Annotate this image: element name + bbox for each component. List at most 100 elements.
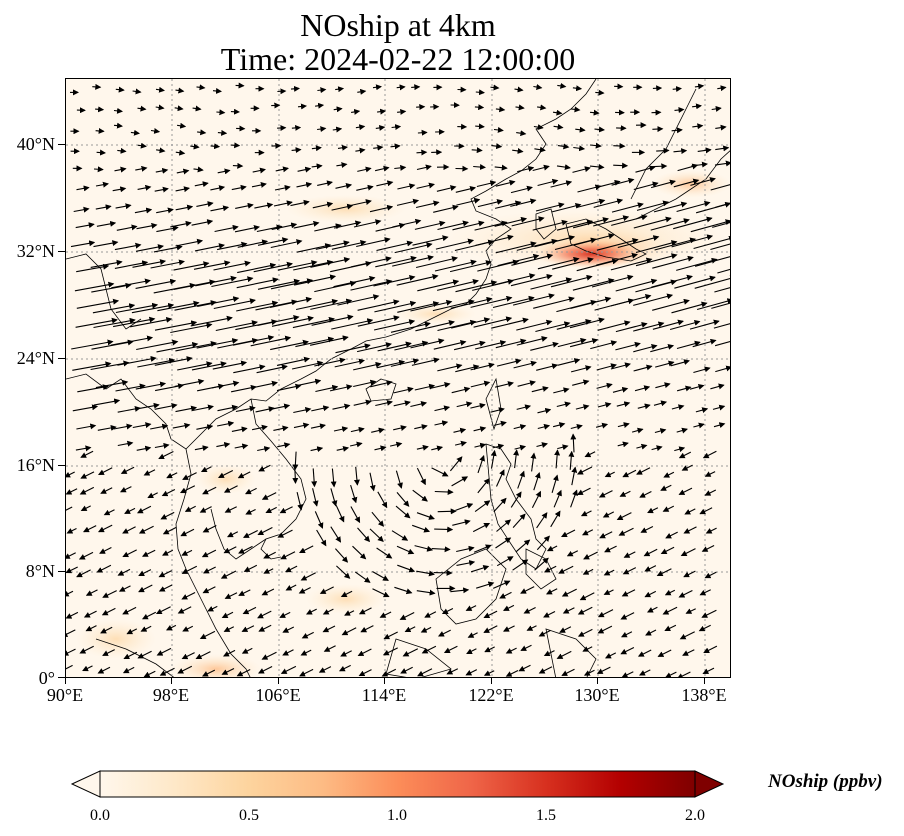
wind-vector: [91, 282, 132, 293]
wind-vector: [466, 648, 477, 654]
wind-vector: [701, 609, 717, 618]
wind-vector: [689, 319, 720, 330]
wind-vector: [181, 549, 193, 556]
wind-vector: [550, 510, 561, 528]
wind-vector: [257, 237, 289, 246]
lat-tick-label: 40°N: [16, 134, 55, 154]
wind-vector: [434, 420, 449, 427]
wind-vector: [350, 484, 358, 504]
wind-vector: [520, 644, 532, 651]
wind-vector: [543, 611, 556, 618]
wind-vector: [330, 488, 338, 507]
wind-vector: [194, 181, 209, 188]
wind-vector: [516, 130, 527, 137]
wind-vector: [269, 296, 313, 308]
wind-vector: [217, 168, 231, 175]
wind-vector: [635, 240, 678, 254]
wind-vector: [71, 339, 114, 350]
wind-vector: [392, 254, 434, 267]
wind-vector: [241, 625, 255, 632]
wind-vector: [453, 340, 486, 351]
wind-vector: [483, 625, 498, 633]
wind-vector: [66, 648, 76, 656]
wind-vector: [516, 238, 558, 251]
wind-vector: [353, 466, 360, 486]
wind-vector: [473, 426, 487, 433]
wind-vector: [330, 526, 342, 543]
wind-vector: [112, 186, 127, 193]
wind-vector: [270, 239, 303, 249]
wind-vector: [516, 335, 548, 346]
wind-vector: [372, 588, 390, 598]
wind-vector: [234, 443, 249, 450]
wind-vector: [450, 587, 470, 594]
wind-vector: [79, 645, 94, 654]
wind-vector: [166, 624, 177, 631]
wind-vector: [453, 427, 467, 434]
wind-vector: [90, 259, 123, 268]
wind-vector: [195, 275, 237, 287]
wind-vector: [316, 529, 327, 547]
gridlines: [66, 79, 730, 677]
wind-vector: [156, 647, 172, 656]
wind-vector: [213, 298, 256, 310]
wind-vector: [122, 526, 136, 534]
wind-vector: [535, 202, 565, 212]
wind-vector: [314, 511, 324, 529]
wind-vector: [693, 366, 711, 374]
wind-vector: [154, 320, 198, 331]
wind-vector: [237, 239, 269, 248]
wind-vector: [153, 244, 183, 253]
wind-vector: [93, 166, 104, 173]
wind-vector: [371, 511, 385, 527]
wind-vector: [170, 322, 213, 334]
wind-vector: [543, 650, 555, 656]
wind-vector: [689, 383, 705, 390]
wind-vector: [242, 606, 257, 615]
wind-vector: [113, 122, 123, 129]
wind-vector: [536, 512, 548, 529]
wind-vector: [393, 425, 407, 431]
wind-vector: [483, 610, 498, 618]
wind-vector: [610, 293, 652, 307]
wind-vector: [435, 238, 475, 250]
wind-vector: [456, 401, 473, 408]
wind-vector: [417, 129, 428, 136]
wind-vector: [381, 668, 397, 677]
wind-vector: [238, 545, 253, 554]
wind-vector: [494, 164, 508, 171]
wind-vector: [693, 235, 730, 250]
lat-tick-mark: [58, 677, 65, 678]
wind-vector: [640, 526, 654, 533]
wind-vector: [653, 201, 688, 213]
wind-vector: [713, 422, 726, 429]
wind-vector: [651, 445, 663, 452]
wind-vector: [143, 469, 156, 476]
wind-vector: [212, 87, 222, 94]
wind-vector: [636, 443, 648, 450]
wind-vector: [311, 314, 354, 326]
wind-vector: [676, 340, 701, 350]
wind-vector: [261, 651, 277, 660]
wind-vector: [358, 669, 372, 677]
wind-vector: [593, 215, 630, 227]
wind-vector: [93, 317, 136, 329]
wind-vector: [611, 202, 644, 213]
wind-vector: [181, 565, 198, 574]
wind-vector: [257, 527, 273, 536]
lon-tick-mark: [278, 678, 279, 684]
wind-vector: [558, 565, 574, 574]
wind-vector: [78, 551, 94, 560]
wind-vector: [235, 405, 256, 413]
wind-vector: [670, 359, 690, 367]
wind-vector: [224, 592, 238, 599]
wind-vector: [472, 522, 491, 533]
wind-vector: [532, 219, 568, 231]
wind-vector: [233, 364, 266, 374]
wind-vector: [517, 380, 536, 387]
wind-vector: [175, 405, 198, 413]
wind-vector: [336, 162, 348, 169]
wind-vector: [702, 450, 717, 459]
wind-vector: [561, 668, 575, 676]
map-title: NOship at 4km: [300, 7, 496, 43]
